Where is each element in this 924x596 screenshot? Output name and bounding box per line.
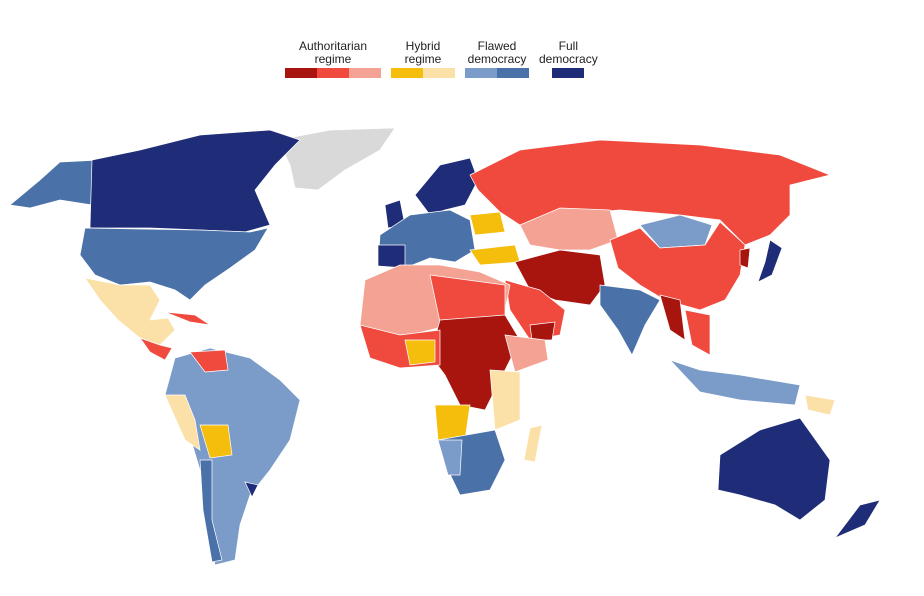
- legend-label: Flawed democracy: [468, 40, 527, 68]
- legend-swatches: [465, 68, 529, 78]
- central-america: [139, 337, 173, 361]
- legend-label-line: Full: [558, 39, 579, 53]
- myanmar: [659, 294, 686, 341]
- russia: [469, 139, 832, 246]
- legend-label-line: regime: [404, 52, 442, 66]
- usa: [79, 227, 269, 301]
- legend-label-line: democracy: [539, 52, 598, 66]
- yemen: [529, 321, 556, 341]
- legend-label-line: Hybrid: [405, 39, 441, 53]
- peru: [164, 394, 201, 451]
- legend-swatches: [285, 68, 381, 78]
- png: [804, 394, 836, 416]
- legend-swatch: [465, 68, 497, 78]
- legend-label-line: Flawed: [477, 39, 517, 53]
- mongolia: [639, 214, 713, 249]
- venezuela: [189, 349, 229, 373]
- legend-swatches: [391, 68, 455, 78]
- india: [599, 284, 661, 356]
- legend-label-line: Authoritarian: [298, 39, 368, 53]
- namibia: [437, 439, 463, 476]
- japan: [757, 239, 783, 283]
- angola: [434, 404, 471, 441]
- legend-swatch: [317, 68, 349, 78]
- legend-group: Authoritarian regime: [285, 40, 381, 78]
- legend-swatch: [391, 68, 423, 78]
- korea: [739, 247, 751, 269]
- alaska: [9, 159, 101, 209]
- mexico: [84, 277, 176, 346]
- new-zealand: [833, 499, 881, 539]
- chile: [199, 459, 223, 563]
- legend-label-line: democracy: [467, 52, 527, 66]
- legend-swatch: [349, 68, 381, 78]
- south-america: [164, 347, 301, 566]
- turkey: [469, 244, 521, 266]
- legend-swatch: [552, 68, 585, 78]
- legend-swatch: [497, 68, 529, 78]
- nigeria: [404, 339, 436, 366]
- legend-label: Authoritarian regime: [299, 40, 367, 68]
- southeast-asia: [684, 309, 711, 356]
- greenland: [277, 127, 396, 191]
- legend-group: Hybrid regime: [391, 40, 455, 78]
- bolivia: [199, 424, 233, 459]
- horn: [504, 334, 549, 373]
- uruguay: [244, 481, 259, 498]
- legend: Authoritarian regime Hybrid regime Flawed dem…: [285, 40, 598, 78]
- cuba: [164, 311, 211, 326]
- iberia: [377, 244, 406, 269]
- legend-label-line: regime: [314, 52, 352, 66]
- legend-label: Full democracy: [539, 40, 598, 68]
- indonesia: [669, 359, 801, 406]
- canada: [89, 129, 301, 233]
- kazakhstan: [519, 207, 619, 251]
- legend-group: Full democracy: [539, 40, 598, 78]
- legend-swatch: [285, 68, 317, 78]
- legend-group: Flawed democracy: [465, 40, 529, 78]
- madagascar: [523, 424, 543, 463]
- legend-swatch: [423, 68, 455, 78]
- australia: [717, 417, 831, 521]
- legend-swatches: [552, 68, 585, 78]
- scandinavia: [414, 157, 479, 216]
- legend-label: Hybrid regime: [405, 40, 442, 68]
- china: [609, 221, 746, 311]
- east-africa: [489, 369, 521, 431]
- ukraine: [469, 211, 506, 236]
